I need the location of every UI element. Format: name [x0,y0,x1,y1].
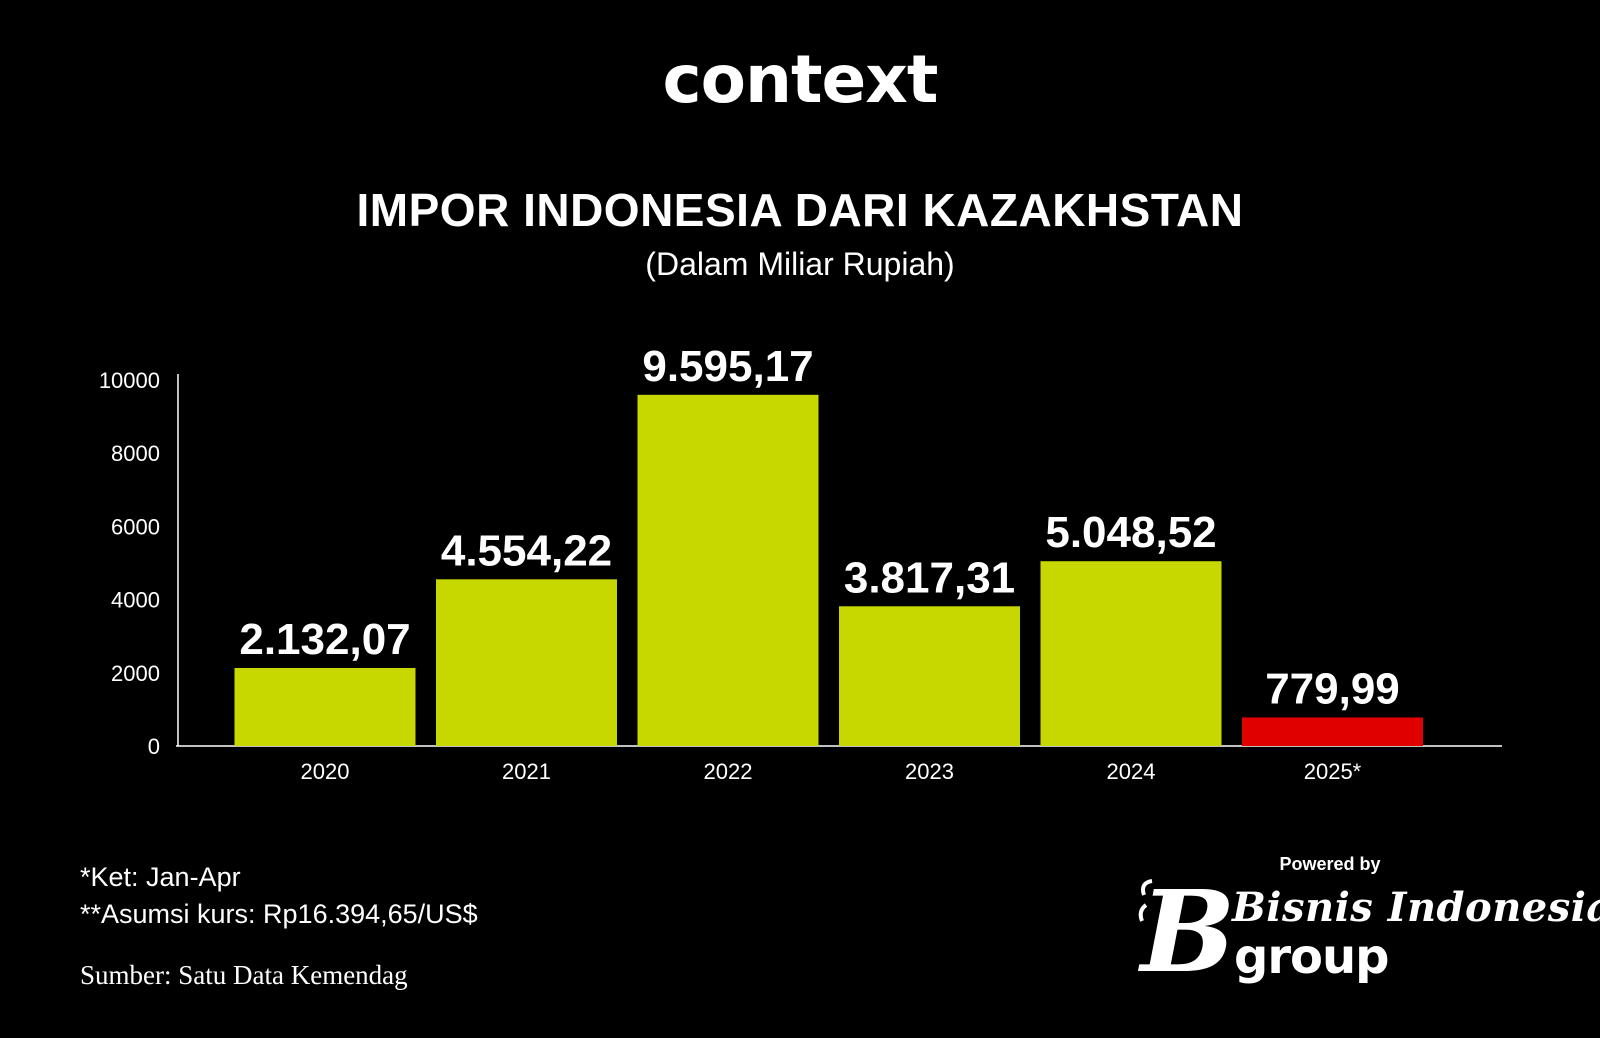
x-tick-label: 2023 [905,759,954,784]
x-tick-label: 2021 [502,759,551,784]
bar-2021 [436,579,617,746]
group-wordmark: group [1234,929,1390,985]
bar-value-label: 779,99 [1265,664,1400,713]
chart-subtitle: (Dalam Miliar Rupiah) [645,246,955,282]
x-tick-label: 2022 [704,759,753,784]
bar-2022 [637,394,819,746]
y-tick-label: 8000 [111,441,160,466]
bar-value-label: 4.554,22 [441,526,612,575]
bar-value-label: 5.048,52 [1045,508,1216,557]
bisnis-indonesia-wordmark: Bisnis Indonesia [1232,884,1600,931]
y-tick-label: 4000 [111,588,160,613]
y-tick-label: 2000 [111,661,160,686]
y-tick-label: 10000 [99,368,160,393]
bar-2020 [234,667,416,746]
bisnis-indonesia-b-logo-icon: B [1138,875,1235,985]
x-tick-label: 2020 [301,759,350,784]
powered-by-label: Powered by [1279,854,1381,874]
y-tick-label: 0 [148,734,160,759]
bar-2024 [1040,561,1222,746]
note-period: *Ket: Jan-Apr [80,862,241,892]
bar-value-label: 9.595,17 [642,342,813,391]
bar-2023 [839,606,1020,746]
y-tick-label: 6000 [111,514,160,539]
svg-text:B: B [1138,875,1235,985]
note-exchange-rate: **Asumsi kurs: Rp16.394,65/US$ [80,899,478,929]
context-logo: context [662,41,939,118]
x-tick-label: 2025* [1304,759,1362,784]
chart-title: IMPOR INDONESIA DARI KAZAKHSTAN [356,184,1244,236]
source-note: Sumber: Satu Data Kemendag [80,960,408,990]
x-tick-label: 2024 [1107,759,1156,784]
bar-2025* [1242,717,1423,746]
bar-value-label: 2.132,07 [239,615,410,664]
bar-value-label: 3.817,31 [844,553,1015,602]
